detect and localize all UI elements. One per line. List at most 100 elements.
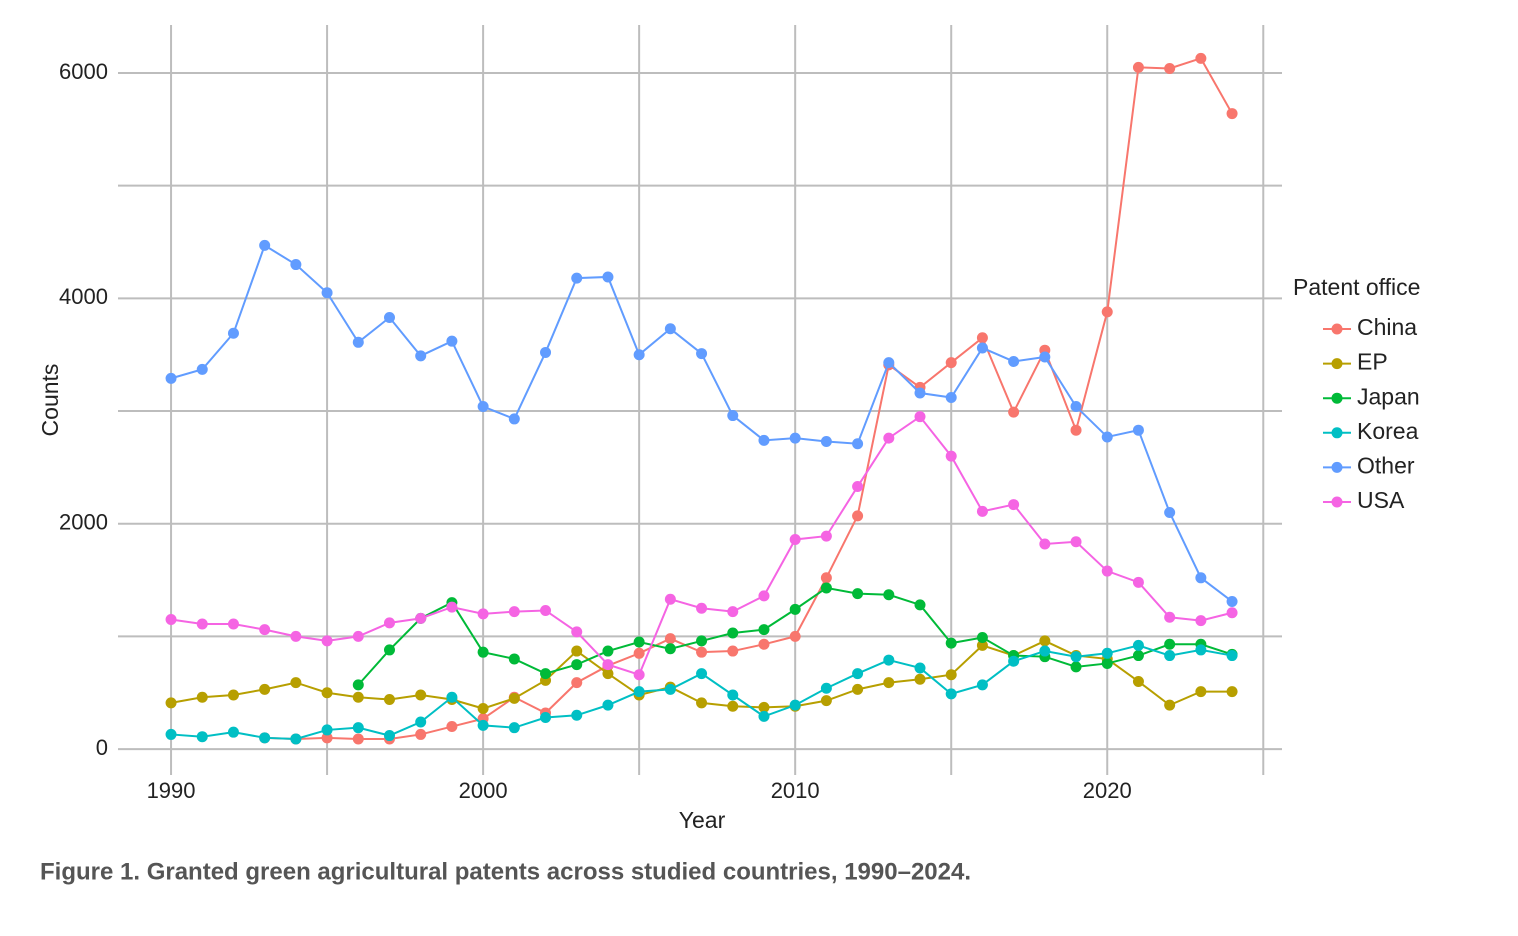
data-point bbox=[165, 372, 177, 384]
data-point bbox=[259, 624, 271, 636]
data-point bbox=[758, 590, 770, 602]
data-point bbox=[321, 732, 333, 744]
data-point bbox=[664, 683, 676, 695]
data-point bbox=[883, 654, 895, 666]
data-point bbox=[415, 716, 427, 728]
data-point bbox=[1070, 424, 1082, 436]
data-point bbox=[914, 387, 926, 399]
data-point bbox=[1195, 572, 1207, 584]
data-point bbox=[602, 271, 614, 283]
data-point bbox=[820, 582, 832, 594]
data-point bbox=[571, 272, 583, 284]
data-point bbox=[196, 618, 208, 630]
y-tick-label: 0 bbox=[96, 735, 108, 760]
data-point bbox=[415, 728, 427, 740]
data-point bbox=[696, 635, 708, 647]
data-point bbox=[820, 682, 832, 694]
data-point bbox=[1132, 61, 1144, 73]
data-point bbox=[976, 332, 988, 344]
data-point bbox=[945, 688, 957, 700]
legend-label: Other bbox=[1357, 452, 1415, 478]
data-point bbox=[633, 686, 645, 698]
data-point bbox=[883, 432, 895, 444]
data-point bbox=[1008, 406, 1020, 418]
data-point bbox=[321, 724, 333, 736]
data-point bbox=[259, 732, 271, 744]
data-point bbox=[883, 589, 895, 601]
data-point bbox=[227, 618, 239, 630]
legend-title: Patent office bbox=[1293, 274, 1420, 300]
y-tick-label: 2000 bbox=[59, 510, 108, 535]
data-point bbox=[352, 336, 364, 348]
legend-label: Japan bbox=[1357, 383, 1420, 409]
data-point bbox=[383, 694, 395, 706]
data-point bbox=[1101, 431, 1113, 443]
data-point bbox=[540, 346, 552, 358]
data-point bbox=[477, 719, 489, 731]
data-point bbox=[727, 627, 739, 639]
data-point bbox=[602, 659, 614, 671]
legend-key-point bbox=[1331, 496, 1343, 508]
legend-label: China bbox=[1357, 314, 1417, 340]
data-point bbox=[758, 434, 770, 446]
data-point bbox=[571, 645, 583, 657]
caption: Figure 1. Granted green agricultural pat… bbox=[40, 858, 971, 885]
legend-label: Korea bbox=[1357, 418, 1419, 444]
data-point bbox=[1008, 355, 1020, 367]
data-point bbox=[1039, 351, 1051, 363]
data-point bbox=[1132, 675, 1144, 687]
data-point bbox=[852, 438, 864, 450]
x-tick-label: 1990 bbox=[147, 778, 196, 803]
data-point bbox=[696, 697, 708, 709]
data-point bbox=[446, 601, 458, 613]
data-point bbox=[1101, 647, 1113, 659]
data-point bbox=[290, 677, 302, 689]
data-point bbox=[602, 645, 614, 657]
data-point bbox=[290, 733, 302, 745]
data-point bbox=[352, 691, 364, 703]
data-point bbox=[1164, 699, 1176, 711]
x-tick-label: 2010 bbox=[771, 778, 820, 803]
data-point bbox=[1008, 499, 1020, 511]
data-point bbox=[446, 335, 458, 347]
data-point bbox=[976, 342, 988, 354]
data-point bbox=[727, 689, 739, 701]
data-point bbox=[1195, 686, 1207, 698]
data-point bbox=[1039, 538, 1051, 550]
data-point bbox=[508, 722, 520, 734]
data-point bbox=[477, 608, 489, 620]
data-point bbox=[1164, 611, 1176, 623]
data-point bbox=[165, 697, 177, 709]
data-point bbox=[1195, 615, 1207, 627]
data-point bbox=[820, 435, 832, 447]
data-point bbox=[852, 668, 864, 680]
data-point bbox=[633, 647, 645, 659]
data-point bbox=[789, 699, 801, 711]
data-point bbox=[415, 689, 427, 701]
data-point bbox=[852, 683, 864, 695]
data-point bbox=[945, 450, 957, 462]
data-point bbox=[976, 679, 988, 691]
data-point bbox=[352, 733, 364, 745]
data-point bbox=[1132, 424, 1144, 436]
data-point bbox=[383, 644, 395, 656]
data-point bbox=[1226, 686, 1238, 698]
data-point bbox=[383, 312, 395, 324]
data-point bbox=[758, 710, 770, 722]
data-point bbox=[664, 643, 676, 655]
data-point bbox=[758, 624, 770, 636]
data-point bbox=[976, 505, 988, 517]
legend-key-point bbox=[1331, 392, 1343, 404]
data-point bbox=[259, 683, 271, 695]
data-point bbox=[446, 691, 458, 703]
data-point bbox=[508, 413, 520, 425]
data-point bbox=[352, 679, 364, 691]
data-point bbox=[321, 287, 333, 299]
data-point bbox=[602, 668, 614, 680]
data-point bbox=[477, 401, 489, 413]
data-point bbox=[1101, 306, 1113, 318]
data-point bbox=[1132, 650, 1144, 662]
data-point bbox=[945, 392, 957, 404]
data-point bbox=[352, 722, 364, 734]
